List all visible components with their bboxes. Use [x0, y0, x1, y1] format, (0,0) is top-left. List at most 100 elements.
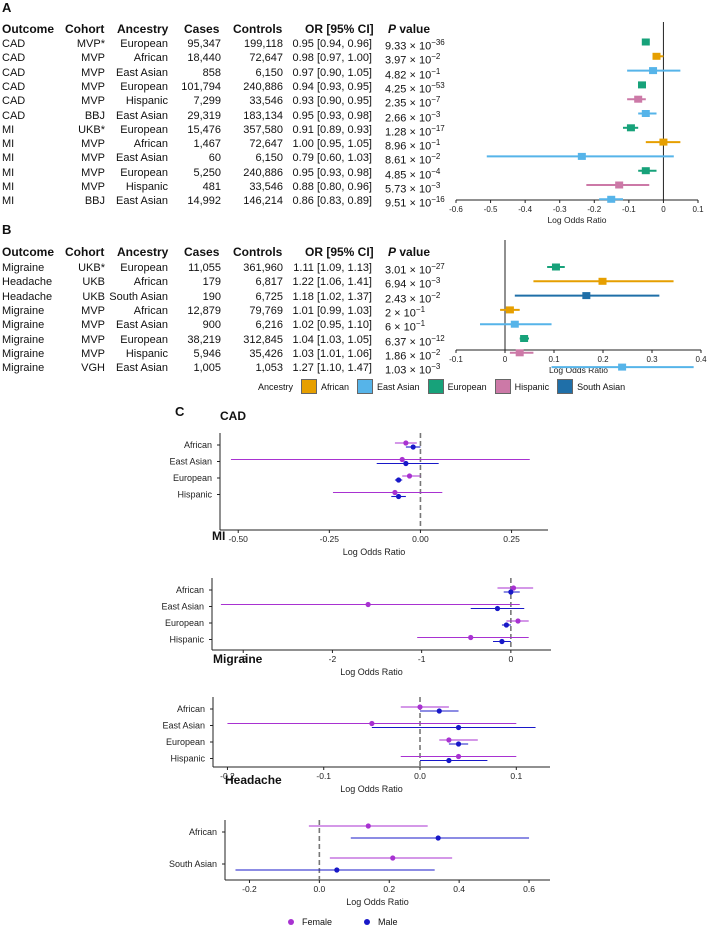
- cell-cases: 14,992: [187, 195, 221, 208]
- panel-b-x-tick-label: 0.4: [695, 355, 707, 364]
- cell-p-value: 1.86 × 10−2: [385, 347, 441, 363]
- panel-b-point: [618, 363, 627, 371]
- cell-controls: 6,725: [255, 290, 283, 303]
- panel-c-migraine-x-tick-label: 0.1: [510, 771, 522, 781]
- col-header-ancestry: Ancestry: [117, 245, 169, 259]
- cell-or-ci: 0.93 [0.90, 0.95]: [292, 95, 372, 108]
- cell-outcome: Migraine: [2, 333, 45, 346]
- panel-label-a: A: [2, 0, 12, 15]
- cell-cohort: MVP: [81, 80, 105, 93]
- panel-c-headache-category-label: South Asian: [169, 859, 217, 869]
- cell-or-ci: 0.95 [0.93, 0.98]: [292, 109, 372, 122]
- cell-controls: 72,647: [249, 138, 283, 151]
- cell-outcome: Migraine: [2, 319, 45, 332]
- cell-ancestry: African: [133, 276, 168, 289]
- cell-ancestry: Hispanic: [125, 181, 168, 193]
- panel-c-migraine-category-label: Hispanic: [170, 754, 205, 764]
- legend-label-hispanic: Hispanic: [514, 381, 550, 392]
- cell-cohort: UKB*: [78, 262, 105, 274]
- cell-controls: 33,546: [249, 95, 283, 108]
- cell-cohort: MVP: [81, 66, 105, 79]
- cell-ancestry: European: [120, 333, 168, 346]
- panel-a-point: [634, 95, 643, 103]
- panel-label-b: B: [2, 222, 12, 237]
- panel-c-headache-point-male: [334, 867, 340, 873]
- col-header-or-ci: OR [95% CI]: [305, 245, 374, 259]
- cell-cohort: MVP: [81, 152, 105, 165]
- cell-outcome: MI: [2, 138, 15, 151]
- panel-c-cad-category-label: East Asian: [169, 457, 212, 467]
- cell-outcome: MI: [2, 181, 15, 193]
- col-header-outcome: Outcome: [2, 22, 55, 36]
- cell-controls: 6,150: [255, 152, 283, 165]
- panel-a-point: [659, 138, 668, 146]
- cell-or-ci: 0.88 [0.80, 0.96]: [292, 181, 372, 193]
- cell-cases: 101,794: [181, 80, 221, 93]
- cell-outcome: MI: [2, 195, 15, 208]
- cell-outcome: Migraine: [2, 362, 45, 375]
- col-header-p-value: P value: [388, 22, 431, 36]
- cell-controls: 240,886: [243, 80, 283, 93]
- cell-outcome: Headache: [2, 276, 53, 289]
- panel-c-headache-x-tick-label: 0.4: [453, 884, 465, 894]
- panel-c-migraine-point-male: [455, 741, 462, 747]
- sex-legend: Female Male: [288, 917, 398, 927]
- cell-cases: 481: [202, 181, 221, 193]
- panel-c-migraine-point-male: [455, 724, 462, 731]
- panel-c-mi-category-label: East Asian: [161, 602, 204, 612]
- cell-cases: 95,347: [187, 38, 221, 50]
- cell-cases: 190: [202, 290, 221, 303]
- col-header-outcome: Outcome: [2, 245, 55, 259]
- cell-outcome: Migraine: [2, 347, 45, 360]
- panel-b-x-tick-label: 0: [503, 355, 508, 364]
- cell-outcome: MI: [2, 123, 15, 136]
- panel-a-x-tick-label: -0.3: [553, 205, 567, 214]
- panel-a-point: [649, 67, 658, 75]
- cell-p-value: 8.96 × 10−1: [385, 138, 441, 153]
- cell-p-value: 9.51 × 10−16: [385, 195, 445, 210]
- panel-a-x-tick-label: -0.2: [587, 205, 601, 214]
- legend-label-european: European: [447, 381, 487, 392]
- panel-b-point: [515, 349, 524, 357]
- legend-label-african: African: [321, 381, 350, 392]
- panel-b-x-tick-label: 0.1: [548, 355, 560, 364]
- panel-b-point: [510, 320, 519, 328]
- panel-a-x-tick-label: -0.6: [449, 205, 463, 214]
- cell-ancestry: South Asian: [109, 290, 168, 303]
- cell-cohort: MVP: [81, 347, 105, 360]
- panel-b-point: [598, 277, 607, 285]
- cell-outcome: CAD: [2, 109, 26, 122]
- cell-p-value: 1.28 × 10−17: [385, 123, 445, 139]
- cell-p-value: 5.73 × 10−3: [385, 181, 441, 196]
- cell-cohort: VGH: [81, 362, 105, 375]
- cell-outcome: Migraine: [2, 304, 45, 317]
- cell-cohort: UKB: [82, 276, 105, 289]
- panel-c-mi-point-male: [508, 589, 514, 595]
- panel-c-headache-x-tick-label: 0.0: [313, 884, 325, 894]
- panel-b-x-tick-label: 0.2: [597, 355, 609, 364]
- panel-c-mi-x-axis-title: Log Odds Ratio: [340, 667, 403, 677]
- cell-cases: 179: [202, 276, 221, 289]
- cell-or-ci: 0.86 [0.83, 0.89]: [292, 195, 372, 208]
- panel-c-migraine-point-female: [369, 720, 375, 727]
- panel-b-x-tick-label: -0.1: [449, 355, 463, 364]
- panel-a-point: [615, 181, 624, 189]
- cell-or-ci: 0.95 [0.94, 0.96]: [292, 38, 372, 50]
- cell-controls: 79,769: [249, 304, 283, 317]
- cell-ancestry: European: [120, 38, 168, 50]
- cell-controls: 35,426: [249, 347, 283, 360]
- cell-ancestry: East Asian: [116, 319, 168, 332]
- panel-c-migraine-category-label: East Asian: [162, 721, 205, 731]
- cell-cases: 29,319: [187, 109, 221, 122]
- cell-p-value: 3.97 × 10−2: [385, 52, 441, 67]
- panel-b-point: [520, 335, 529, 342]
- cell-cases: 5,946: [193, 347, 221, 360]
- cell-cohort: UKB: [82, 290, 105, 303]
- cell-p-value: 6 × 10−1: [385, 319, 426, 334]
- cell-controls: 6,150: [255, 66, 283, 79]
- panel-c-headache-x-tick-label: 0.6: [523, 884, 535, 894]
- cell-p-value: 4.85 × 10−4: [385, 166, 441, 182]
- cell-cohort: MVP: [81, 319, 105, 332]
- cell-or-ci: 1.18 [1.02, 1.37]: [292, 290, 372, 303]
- panel-b-x-axis-title: Log Odds Ratio: [549, 365, 608, 375]
